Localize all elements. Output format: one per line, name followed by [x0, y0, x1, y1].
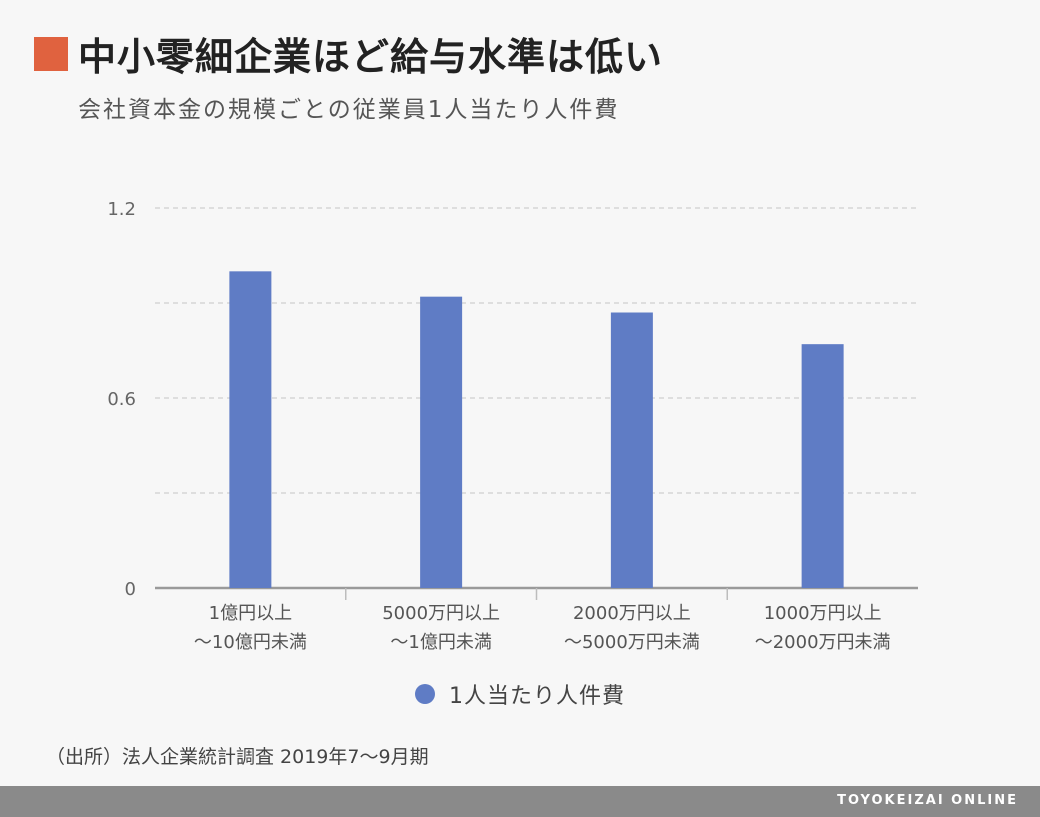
- x-tick-label: 5000万円以上: [382, 603, 500, 624]
- x-tick-label: 1億円以上: [209, 603, 292, 624]
- bar: [229, 271, 272, 588]
- x-tick-label: ～1億円未満: [390, 632, 491, 653]
- y-tick-label: 0.6: [107, 389, 136, 410]
- legend-label: 1人当たり人件費: [449, 684, 625, 709]
- source-note: （出所）法人企業統計調査 2019年7～9月期: [46, 746, 429, 768]
- x-tick-label: ～5000万円未満: [564, 632, 700, 653]
- footer-bar: TOYOKEIZAI ONLINE: [0, 786, 1040, 817]
- title-marker: [34, 36, 68, 71]
- y-tick-label: 1.2: [107, 199, 136, 220]
- legend-swatch: [415, 684, 435, 704]
- bar-chart: 0 0.6 1.2 1億円以上 ～10億円未満 5000万円以上 ～1億円未満 2000万円以…: [107, 199, 918, 653]
- y-tick-label: 0: [125, 579, 136, 600]
- bar: [801, 344, 844, 588]
- chart-legend: 1人当たり人件費: [0, 678, 1040, 710]
- bar: [610, 312, 653, 588]
- page-subtitle: 会社資本金の規模ごとの従業員1人当たり人件費: [78, 97, 620, 123]
- x-tick-label: 1000万円以上: [764, 603, 882, 624]
- title-row: 中小零細企業ほど給与水準は低い: [34, 26, 663, 81]
- footer-brand: TOYOKEIZAI ONLINE: [837, 793, 1018, 808]
- page-title: 中小零細企業ほど給与水準は低い: [78, 35, 664, 79]
- bar: [420, 296, 463, 588]
- x-tick-label: 2000万円以上: [573, 603, 691, 624]
- x-tick-label: ～10億円未満: [194, 632, 307, 653]
- x-tick-label: ～2000万円未満: [755, 632, 891, 653]
